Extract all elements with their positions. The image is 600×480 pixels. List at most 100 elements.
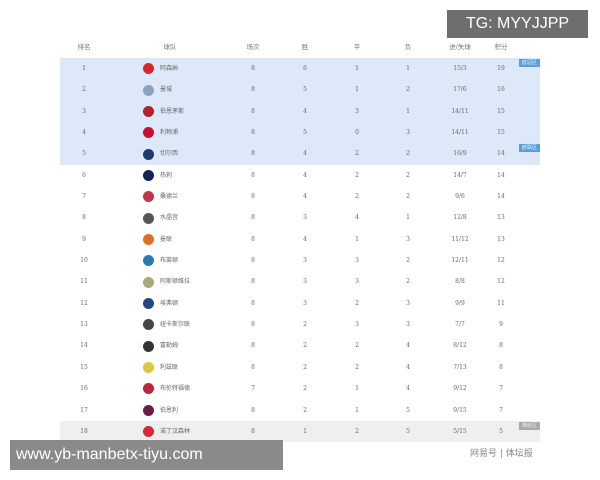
cell-p: 8 [251, 342, 255, 350]
cell-w: 3 [303, 257, 307, 265]
cell-d: 3 [355, 321, 359, 329]
cell-w: 5 [303, 86, 307, 94]
cell-l: 4 [406, 363, 410, 371]
cell-gf: 11/12 [451, 235, 469, 243]
table-row[interactable]: 17 8 2 1 5 9/15 7 伯恩利 [60, 400, 540, 421]
team-name: 切尔西 [160, 150, 179, 158]
team-cell: 布伦特福德 [143, 378, 190, 399]
cell-gf: 9/15 [453, 406, 467, 414]
zone-tag: 欧联区 [518, 144, 540, 153]
team-cell: 阿森纳 [143, 58, 178, 79]
cell-d: 2 [355, 171, 359, 179]
team-name: 热刺 [160, 171, 173, 179]
cell-d: 2 [355, 299, 359, 307]
cell-pts: 12 [497, 257, 505, 265]
team-crest-icon [143, 84, 154, 96]
cell-w: 2 [303, 363, 307, 371]
cell-gf: 12/8 [453, 214, 467, 222]
team-name: 曼联 [160, 235, 173, 243]
table-row[interactable]: 6 8 4 2 2 14/7 14 热刺 [60, 165, 540, 186]
team-crest-icon [143, 297, 154, 309]
table-row[interactable]: 16 7 2 1 4 9/12 7 布伦特福德 [60, 378, 540, 399]
cell-l: 3 [406, 235, 410, 243]
standings-table: 排名 球队 场次胜平负进/失球 积分 1 8 6 1 1 15/3 19 阿森纳 欧冠区 2 8 5 1 2 17… [60, 37, 540, 443]
cell-d: 3 [355, 278, 359, 286]
table-row[interactable]: 10 8 3 3 2 12/11 12 布莱顿 [60, 250, 540, 271]
cell-p: 8 [251, 150, 255, 158]
table-row[interactable]: 4 8 5 0 3 14/11 15 利物浦 [60, 122, 540, 144]
cell-d: 1 [355, 385, 359, 393]
column-header: 平 [353, 43, 361, 51]
cell-pts: 7 [499, 385, 503, 393]
team-cell: 诺丁汉森林 [143, 421, 190, 442]
cell-gf: 9/12 [453, 385, 467, 393]
cell-pts: 9 [499, 321, 503, 329]
cell-pts: 8 [499, 363, 503, 371]
cell-w: 5 [303, 129, 307, 137]
table-row[interactable]: 8 8 3 4 1 12/8 13 水晶宫 [60, 207, 540, 228]
cell-w: 4 [303, 235, 307, 243]
team-name: 布伦特福德 [160, 385, 191, 393]
team-crest-icon [143, 212, 154, 224]
cell-w: 2 [303, 342, 307, 350]
cell-rank: 12 [80, 299, 88, 307]
team-crest-icon [143, 127, 154, 139]
table-row[interactable]: 18 8 1 2 5 5/15 5 诺丁汉森林 降级区 [60, 420, 540, 443]
team-name: 埃弗顿 [160, 299, 179, 307]
column-header: 胜 [301, 43, 309, 51]
table-row[interactable]: 13 8 2 3 3 7/7 9 纽卡斯尔联 [60, 314, 540, 335]
table-row[interactable]: 3 8 4 3 1 14/11 15 伯恩茅斯 [60, 100, 540, 123]
team-crest-icon [143, 340, 154, 352]
cell-gf: 9/6 [455, 193, 465, 201]
cell-pts: 7 [499, 406, 503, 414]
column-header: 球队 [163, 43, 177, 51]
table-row[interactable]: 2 8 5 1 2 17/6 16 曼城 [60, 79, 540, 101]
team-name: 纽卡斯尔联 [160, 321, 191, 329]
table-row[interactable]: 11 8 3 3 2 8/8 12 阿斯顿维拉 [60, 271, 540, 292]
cell-p: 8 [251, 427, 255, 435]
team-cell: 桑德兰 [143, 186, 178, 207]
table-row[interactable]: 7 8 4 2 2 9/6 14 桑德兰 [60, 186, 540, 207]
cell-pts: 13 [497, 235, 505, 243]
team-crest-icon [143, 319, 154, 331]
table-row[interactable]: 12 8 3 2 3 9/9 11 埃弗顿 [60, 293, 540, 314]
cell-p: 8 [251, 363, 255, 371]
cell-pts: 13 [497, 214, 505, 222]
table-header: 排名 球队 场次 胜 平 负 进/失球 积分 [60, 37, 540, 58]
cell-rank: 10 [80, 257, 88, 265]
table-row[interactable]: 15 8 2 2 4 7/13 8 利兹联 [60, 357, 540, 378]
table-row[interactable]: 5 8 4 2 2 16/9 14 切尔西 欧联区 [60, 143, 540, 165]
zone-tag: 降级区 [518, 421, 540, 430]
cell-l: 1 [406, 214, 410, 222]
cell-d: 0 [355, 129, 359, 137]
cell-gf: 16/9 [453, 150, 467, 158]
cell-gf: 8/12 [453, 342, 467, 350]
cell-p: 7 [251, 385, 255, 393]
cell-rank: 3 [82, 107, 86, 115]
cell-rank: 17 [80, 406, 88, 414]
team-cell: 曼联 [143, 229, 172, 250]
cell-w: 3 [303, 299, 307, 307]
team-cell: 热刺 [143, 165, 172, 186]
table-row[interactable]: 9 8 4 1 3 11/12 13 曼联 [60, 229, 540, 250]
cell-gf: 7/13 [453, 363, 467, 371]
cell-rank: 16 [80, 385, 88, 393]
table-row[interactable]: 1 8 6 1 1 15/3 19 阿森纳 欧冠区 [60, 58, 540, 80]
site-overlay: www.yb-manbetx-tiyu.com [10, 440, 283, 470]
cell-rank: 18 [80, 427, 88, 435]
cell-d: 4 [355, 214, 359, 222]
table-row[interactable]: 14 8 2 2 4 8/12 8 富勒姆 [60, 335, 540, 356]
cell-gf: 8/8 [455, 278, 465, 286]
cell-pts: 14 [497, 193, 505, 201]
team-name: 阿森纳 [160, 65, 179, 72]
cell-l: 4 [406, 385, 410, 393]
cell-gf: 14/7 [453, 171, 467, 179]
team-cell: 伯恩茅斯 [143, 101, 184, 122]
cell-rank: 15 [80, 363, 88, 371]
cell-p: 8 [251, 86, 255, 94]
cell-pts: 14 [497, 171, 505, 179]
cell-p: 8 [251, 299, 255, 307]
cell-w: 4 [303, 193, 307, 201]
cell-w: 2 [303, 321, 307, 329]
cell-gf: 12/11 [451, 257, 469, 265]
